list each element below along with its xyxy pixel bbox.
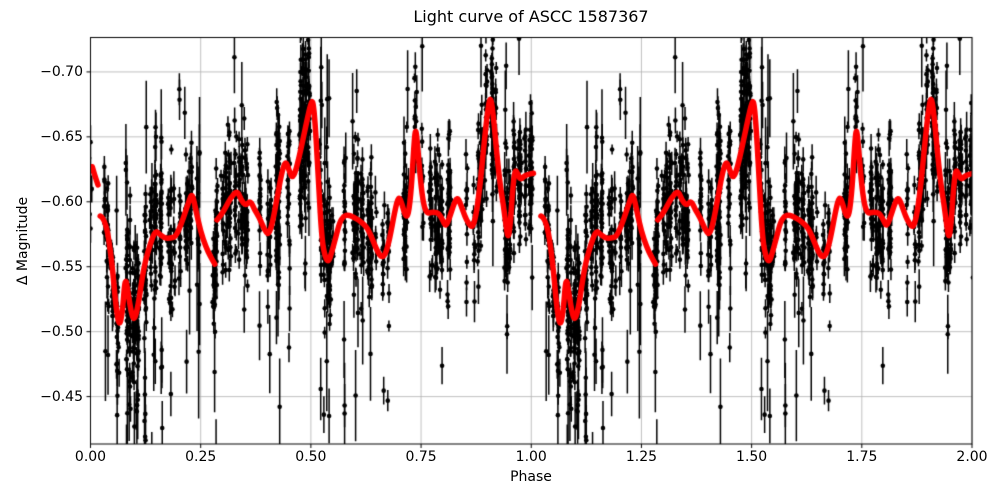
y-tick-label: −0.60 xyxy=(40,193,83,210)
y-tick-label: −0.65 xyxy=(40,128,83,145)
x-tick-label: 0.00 xyxy=(74,449,107,465)
chart-title: Light curve of ASCC 1587367 xyxy=(413,7,649,26)
y-tick-label: −0.45 xyxy=(40,388,83,405)
y-tick-label: −0.55 xyxy=(40,258,83,275)
y-tick-label: −0.70 xyxy=(40,63,83,80)
x-axis-label: Phase xyxy=(510,469,552,485)
x-tick-label: 1.00 xyxy=(515,449,547,465)
x-tick-label: 1.25 xyxy=(625,449,658,465)
x-tick-label: 1.50 xyxy=(736,449,768,465)
y-tick-label: −0.50 xyxy=(40,323,83,340)
x-tick-label: 0.75 xyxy=(405,449,437,465)
x-tick-label: 0.50 xyxy=(295,449,327,465)
x-tick-label: 1.75 xyxy=(846,449,878,465)
x-tick-label: 2.00 xyxy=(956,449,988,465)
x-tick-label: 0.25 xyxy=(185,449,217,465)
